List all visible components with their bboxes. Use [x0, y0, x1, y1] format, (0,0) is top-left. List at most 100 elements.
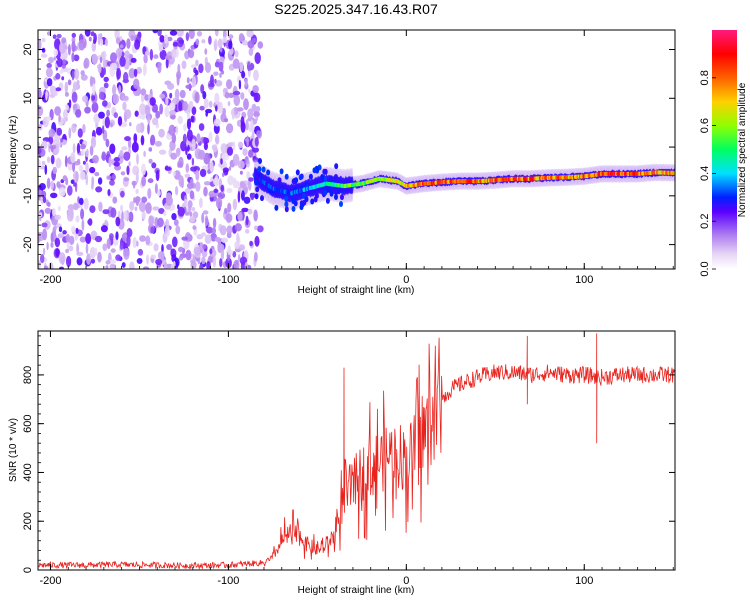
spectrogram-noise-blob [197, 149, 206, 160]
spectrogram-noise-blob [113, 112, 119, 119]
y-tick-label: 20 [22, 43, 34, 55]
spectrogram-noise-blob [59, 41, 66, 54]
spectrogram-noise-blob [73, 202, 79, 211]
spectrogram-noise-blob [38, 183, 46, 191]
spectrogram-x-label: Height of straight line (km) [298, 285, 415, 296]
spectrogram-noise-blob [195, 181, 201, 192]
spectrogram-noise-blob [97, 63, 102, 74]
spectrogram-noise-blob [201, 250, 208, 258]
spectrogram-noise-blob [128, 161, 131, 167]
spectrogram-signal-trace [253, 158, 675, 213]
spectrogram-noise-blob [221, 172, 225, 177]
y-tick-label: 200 [22, 512, 34, 530]
spectrogram-noise-blob [72, 103, 78, 111]
spectrogram-noise-blob [41, 140, 48, 150]
spectrogram-noise-blob [116, 67, 121, 80]
spectrogram-noise-blob [199, 105, 205, 111]
spectrogram-noise-blob [115, 254, 121, 261]
spectrogram-noise-blob [103, 82, 109, 89]
spectrogram-noise-blob [203, 186, 208, 197]
spectrogram-noise-blob [46, 156, 51, 163]
spectrogram-noise-blob [195, 59, 199, 67]
spectrogram-noise-blob [249, 240, 254, 247]
spectrogram-noise-blob [85, 233, 92, 245]
spectrogram-noise-blob [48, 128, 56, 138]
spectrogram-noise-blob [183, 123, 187, 132]
spectrogram-noise-blob [68, 245, 74, 252]
spectrogram-noise-blob [135, 171, 139, 184]
spectrogram-noise-blob [67, 79, 72, 86]
spectrogram-noise-blob [191, 106, 197, 115]
spectrogram-noise-blob [41, 53, 48, 58]
spectrogram-noise-blob [127, 138, 132, 149]
spectrogram-noise-blob [198, 63, 204, 74]
spectrogram-noise-blob [109, 62, 118, 71]
spectrogram-noise-blob [174, 88, 180, 101]
spectrogram-noise-blob [85, 174, 89, 186]
spectrogram-noise-blob [155, 169, 160, 182]
spectrogram-noise-blob [232, 153, 240, 166]
spectrogram-noise-blob [200, 232, 207, 237]
spectrogram-noise-blob [199, 241, 204, 251]
spectrogram-noise-blob [53, 48, 58, 57]
spectrogram-noise-blob [250, 119, 254, 131]
spectrogram-noise-blob [51, 207, 56, 217]
spectrogram-noise-blob [219, 47, 223, 53]
spectrogram-noise-blob [215, 80, 223, 87]
spectrogram-noise-blob [124, 136, 131, 142]
spectrogram-noise-blob [145, 105, 151, 117]
colorbar-tick-label: 0.8 [699, 70, 711, 85]
spectrogram-noise-blob [121, 146, 128, 151]
spectrogram-noise-blob [124, 109, 132, 120]
spectrogram-noise-blob [185, 32, 190, 42]
spectrogram-noise-blob [239, 182, 246, 189]
spectrogram-noise-blob [157, 251, 164, 260]
spectrogram-noise-blob [58, 252, 66, 265]
spectrogram-noise-blob [208, 190, 216, 198]
spectrogram-noise-blob [175, 225, 181, 235]
spectrogram-noise-blob [63, 109, 68, 120]
y-tick-label: -10 [22, 188, 34, 204]
spectrogram-noise-blob [209, 248, 213, 255]
spectrogram-noise-blob [136, 153, 139, 165]
spectrogram-noise-blob [250, 193, 255, 201]
spectrogram-noise-blob [166, 244, 173, 250]
spectrogram-noise-blob [97, 251, 102, 263]
spectrogram-noise-blob [177, 115, 183, 125]
spectrogram-noise-blob [192, 225, 197, 230]
spectrogram-noise-blob [65, 248, 69, 254]
spectrogram-noise-blob [236, 107, 244, 112]
spectrogram-noise-blob [109, 143, 116, 155]
spectrogram-noise-blob [154, 217, 159, 229]
spectrogram-trace-blob [340, 194, 344, 201]
spectrogram-noise-blob [115, 231, 119, 241]
spectrogram-noise-blob [214, 30, 219, 37]
spectrogram-noise-blob [184, 187, 192, 194]
spectrogram-noise-blob [178, 255, 184, 261]
spectrogram-noise-blob [77, 158, 81, 164]
snr-series-line [38, 333, 675, 570]
spectrogram-y-axis: -20 -10 0 10 20 [22, 29, 675, 265]
spectrogram-noise-blob [52, 34, 57, 39]
spectrogram-noise-blob [91, 95, 96, 101]
spectrogram-trace-blob [298, 174, 303, 181]
spectrogram-noise-blob [165, 218, 170, 231]
spectrogram-noise-blob [62, 175, 68, 182]
x-tick-label: 0 [403, 575, 409, 587]
spectrogram-noise-blob [110, 248, 116, 253]
spectrogram-noise-blob [246, 159, 249, 165]
spectrogram-noise-blob [150, 254, 157, 259]
spectrogram-noise-blob [141, 196, 148, 203]
spectrogram-noise-blob [119, 242, 124, 250]
spectrogram-noise-blob [172, 41, 179, 47]
spectrogram-noise-blob [62, 59, 66, 65]
spectrogram-noise-blob [124, 50, 130, 60]
spectrogram-noise-blob [165, 57, 169, 69]
x-tick-label: 0 [403, 274, 409, 286]
spectrogram-noise-blob [237, 190, 241, 203]
spectrogram-noise-blob [78, 164, 84, 173]
spectrogram-noise-blob [165, 96, 169, 106]
spectrogram-noise-blob [72, 161, 76, 173]
spectrogram-noise-blob [94, 235, 103, 243]
spectrogram-noise-blob [228, 92, 235, 99]
